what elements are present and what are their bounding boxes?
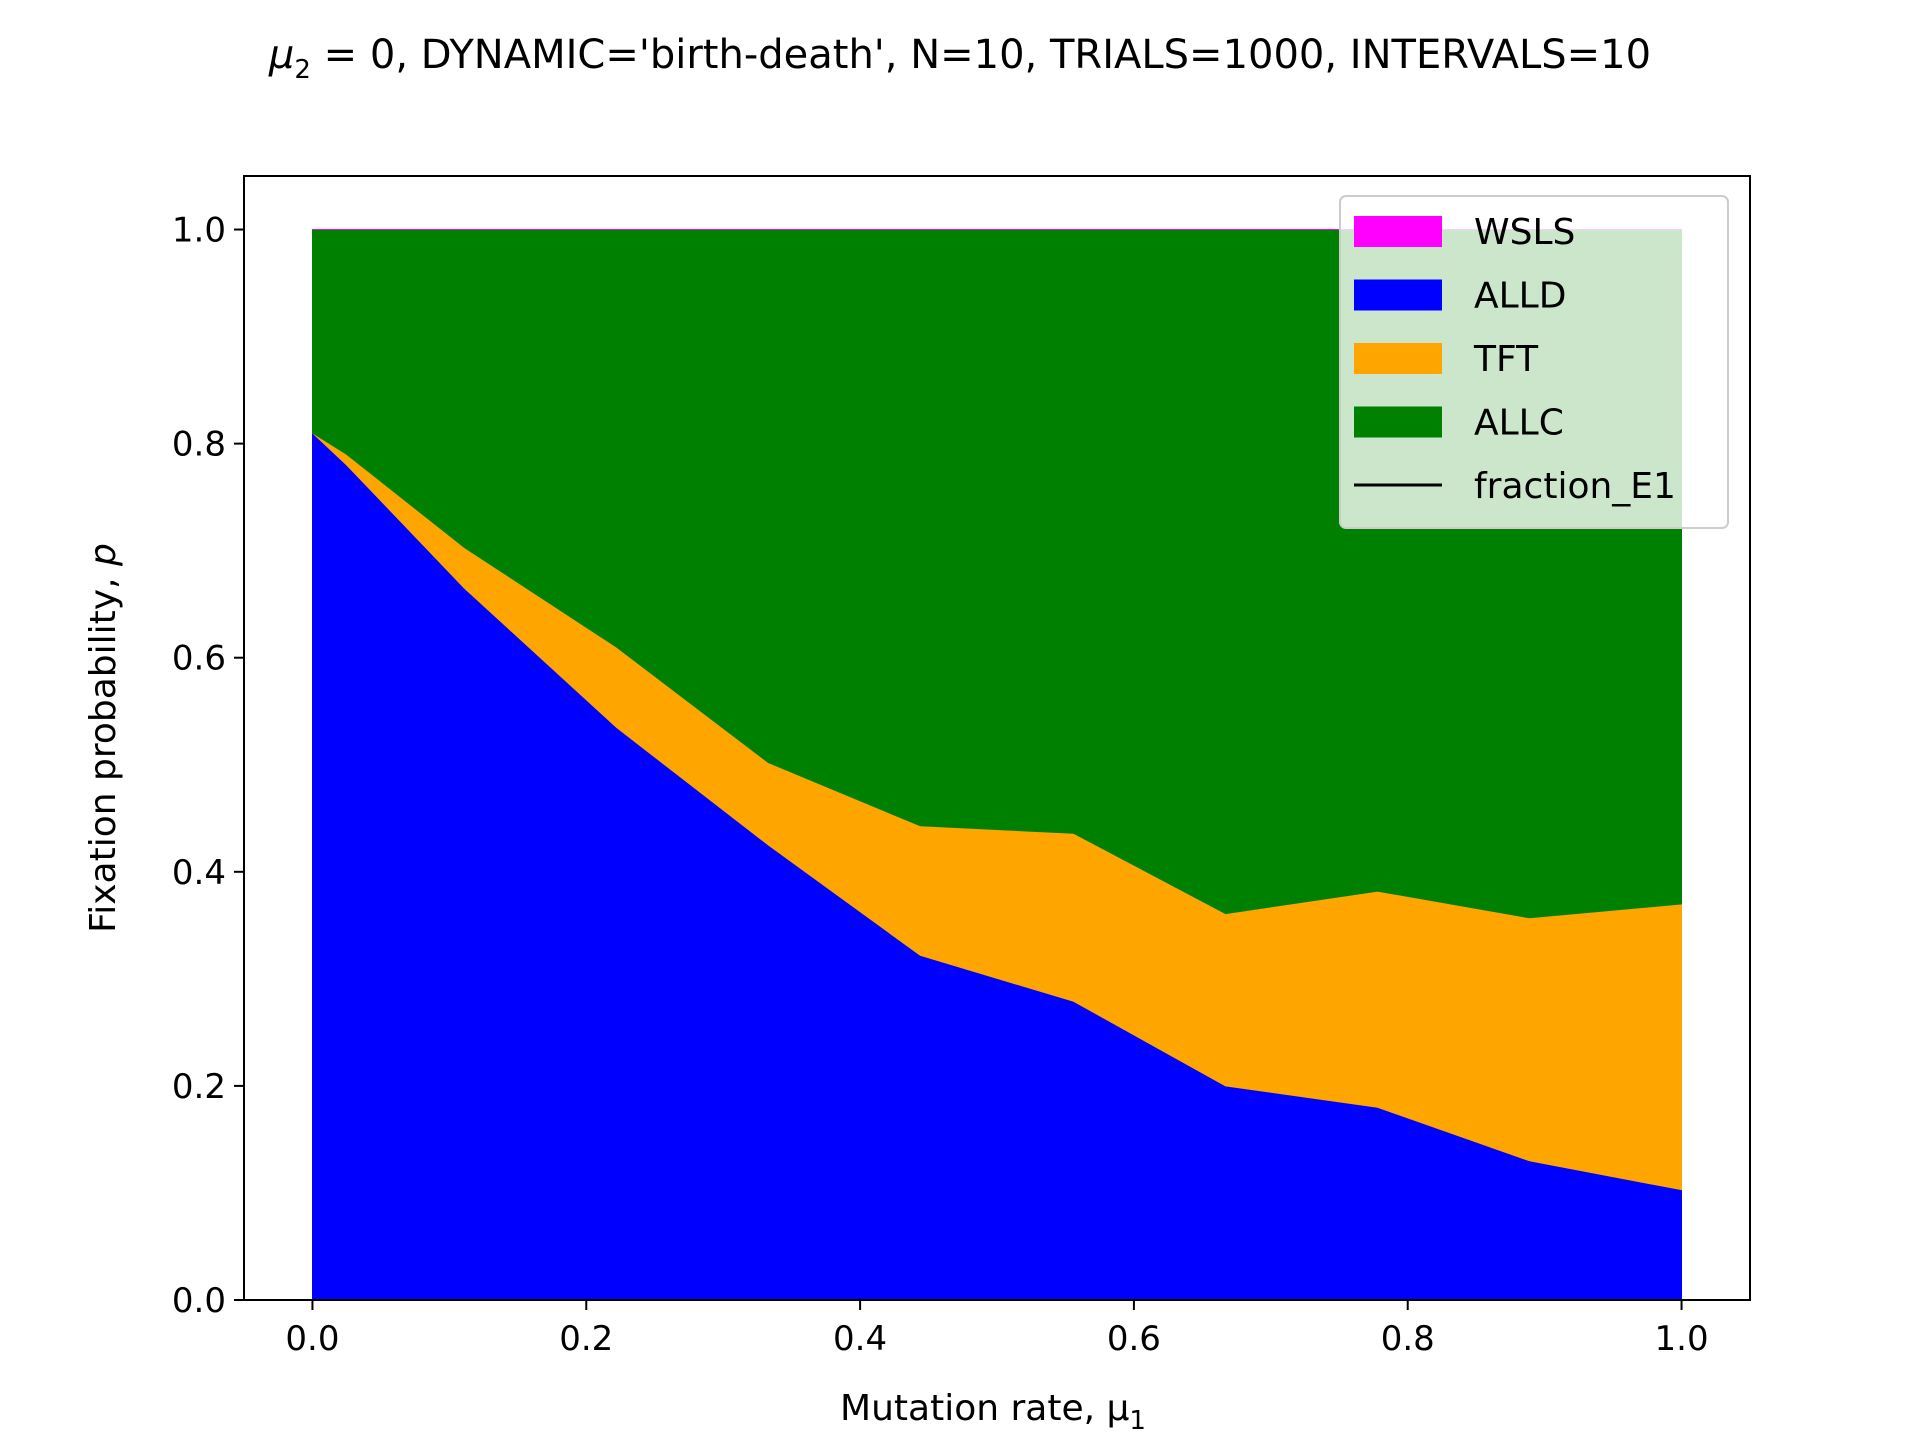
y-axis-label-text: Fixation probability, <box>83 566 124 933</box>
legend-swatch-allc <box>1354 406 1442 438</box>
legend: WSLS ALLD TFT ALLC fraction_E1 <box>1339 195 1729 529</box>
legend-label-wsls: WSLS <box>1474 212 1575 253</box>
x-axis-label-subscript: 1 <box>1129 1406 1146 1436</box>
x-tick-label: 0.2 <box>559 1319 613 1359</box>
x-axis-label-text: Mutation rate, μ <box>840 1388 1129 1429</box>
legend-swatch-tft <box>1354 343 1442 374</box>
y-axis-label-variable: p <box>83 543 124 567</box>
x-tick-label: 0.4 <box>833 1319 887 1359</box>
legend-box <box>1339 195 1729 529</box>
title-symbol: μ <box>268 32 294 78</box>
x-tick-label: 1.0 <box>1655 1319 1709 1359</box>
y-tick-label: 1.0 <box>172 211 226 251</box>
title-subscript: 2 <box>294 55 311 85</box>
y-tick-label: 0.6 <box>172 639 226 679</box>
y-tick-label: 0.8 <box>172 425 226 465</box>
legend-label-fraction-e1: fraction_E1 <box>1474 466 1676 507</box>
y-tick-label: 0.2 <box>172 1067 226 1107</box>
y-tick-label: 0.4 <box>172 853 226 893</box>
x-tick-label: 0.8 <box>1381 1319 1435 1359</box>
x-tick-label: 0.6 <box>1107 1319 1161 1359</box>
chart-title: μ2 = 0, DYNAMIC='birth-death', N=10, TRI… <box>268 32 1651 85</box>
y-axis-label: Fixation probability, p <box>83 543 124 933</box>
title-text: = 0, DYNAMIC='birth-death', N=10, TRIALS… <box>311 32 1651 78</box>
legend-label-tft: TFT <box>1473 339 1539 380</box>
legend-label-allc: ALLC <box>1474 403 1564 444</box>
x-tick-label: 0.0 <box>285 1319 339 1359</box>
legend-label-alld: ALLD <box>1474 276 1566 317</box>
x-axis-label: Mutation rate, μ1 <box>840 1388 1146 1436</box>
plot-frame <box>243 175 1751 1301</box>
y-tick-label: 0.0 <box>172 1281 226 1321</box>
legend-swatch-wsls <box>1354 216 1442 247</box>
axes: 0.0 0.2 0.4 0.6 0.8 1.0 0.0 0.2 0.4 0.6 0.8 1.0 <box>172 175 1751 1359</box>
legend-swatch-alld <box>1354 279 1442 311</box>
